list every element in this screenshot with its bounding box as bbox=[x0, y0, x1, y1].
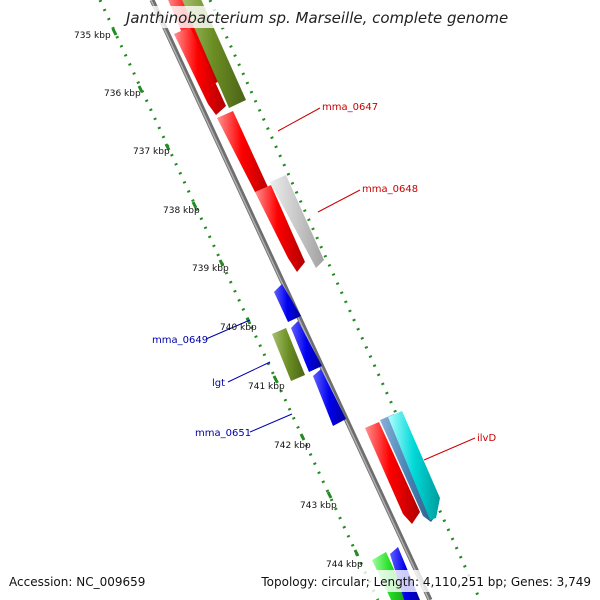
tick-label-735: 735 kbp bbox=[74, 31, 111, 41]
gene-red-4[interactable] bbox=[255, 185, 305, 272]
tick-label-742: 742 kbp bbox=[274, 441, 311, 451]
tick-label-737: 737 kbp bbox=[133, 147, 170, 157]
topology-text: Topology: circular; Length: 4,110,251 bp… bbox=[260, 575, 591, 589]
gene-cyan-ilvD[interactable] bbox=[388, 411, 440, 520]
accession-text: Accession: NC_009659 bbox=[9, 575, 145, 589]
footer-background bbox=[0, 570, 600, 592]
gene-blue-mma_0651[interactable] bbox=[313, 369, 346, 426]
genome-title: Janthinobacterium sp. Marseille, complet… bbox=[123, 9, 508, 27]
ruler-tick-marks bbox=[111, 28, 360, 557]
gene-olive-lgt[interactable] bbox=[272, 328, 305, 381]
gene-label-ilvD[interactable]: ilvD bbox=[477, 433, 496, 444]
tick-label-739: 739 kbp bbox=[192, 264, 229, 274]
gene-label-mma_0647[interactable]: mma_0647 bbox=[322, 102, 378, 113]
gene-label-lgt[interactable]: lgt bbox=[212, 378, 225, 389]
tick-label-736: 736 kbp bbox=[104, 89, 141, 99]
ruler-right-dots bbox=[208, 0, 482, 600]
tick-label-743: 743 kbp bbox=[300, 501, 337, 511]
title-background bbox=[120, 6, 480, 28]
gene-blue-2[interactable] bbox=[291, 321, 322, 372]
label-leaders bbox=[205, 107, 476, 461]
ruler-left-dots bbox=[98, 0, 380, 600]
tick-label-740: 740 kbp bbox=[220, 323, 257, 333]
tick-label-744: 744 kbp bbox=[326, 560, 363, 570]
gene-label-mma_0651[interactable]: mma_0651 bbox=[195, 428, 251, 439]
tick-label-738: 738 kbp bbox=[163, 206, 200, 216]
gene-label-mma_0648[interactable]: mma_0648 bbox=[362, 184, 418, 195]
gene-red-ilvD[interactable] bbox=[365, 422, 420, 524]
gene-red-3[interactable] bbox=[217, 111, 272, 205]
kbp-labels: 735 kbp 736 kbp 737 kbp 738 kbp 739 kbp … bbox=[74, 31, 363, 570]
gene-label-mma_0649[interactable]: mma_0649 bbox=[152, 335, 208, 346]
tick-label-741: 741 kbp bbox=[248, 382, 285, 392]
gene-red-2[interactable] bbox=[174, 27, 226, 115]
gene-gray-mma_0648[interactable] bbox=[270, 175, 324, 268]
gene-blue-1[interactable] bbox=[274, 284, 301, 322]
